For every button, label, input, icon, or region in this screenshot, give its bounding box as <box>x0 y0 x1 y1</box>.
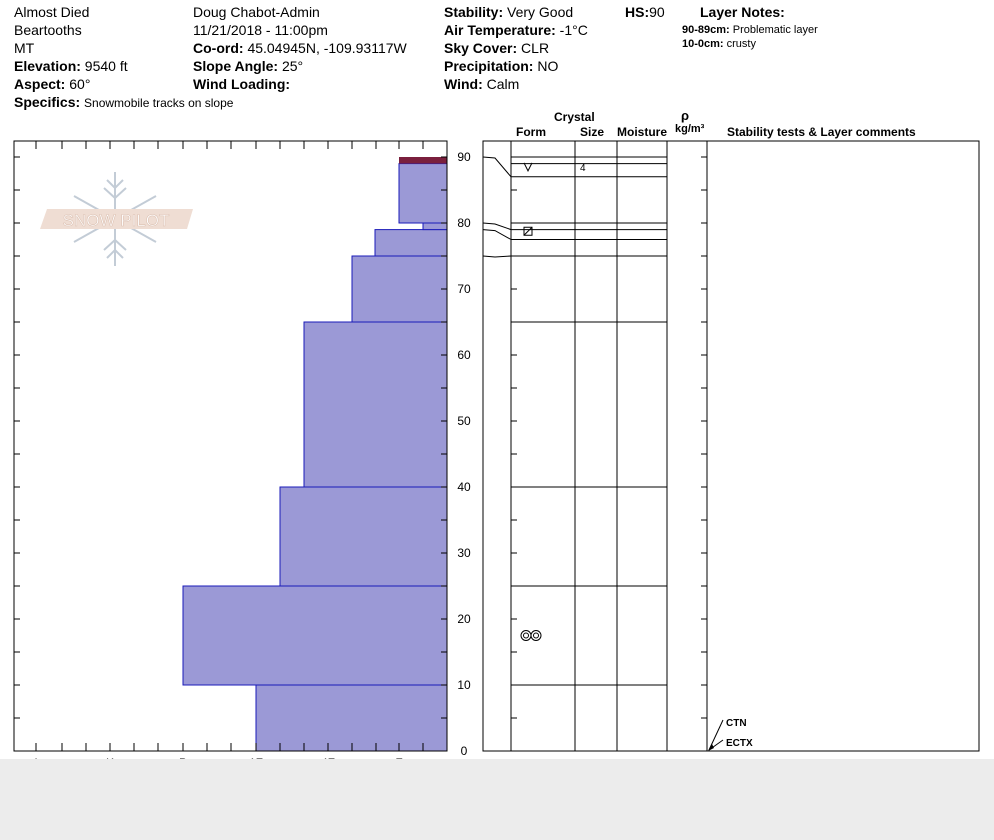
sky-value: CLR <box>521 40 550 56</box>
depth-connector <box>482 156 512 178</box>
depth-label: 10 <box>457 678 471 692</box>
depth-label: 90 <box>457 150 471 164</box>
hardness-bar <box>398 163 448 224</box>
aspect-label: Aspect: <box>14 76 66 92</box>
specifics: Specifics: Snowmobile tracks on slope <box>14 93 233 112</box>
hardness-bar <box>182 585 448 686</box>
precipitation: Precipitation: NO <box>444 57 558 75</box>
surface-hoar-icon <box>523 162 533 173</box>
hs-value: 90 <box>649 4 665 20</box>
moisture-header: Moisture <box>617 125 668 139</box>
melt-circle <box>533 632 539 639</box>
hardness-bar <box>422 222 448 231</box>
surface-hoar-glyph <box>523 162 533 173</box>
layer-note: 10-0cm: crusty <box>682 38 756 50</box>
facet-diagonal <box>523 226 533 236</box>
coord-value: 45.04945N, -109.93117W <box>247 40 407 56</box>
sky-cover: Sky Cover: CLR <box>444 39 549 57</box>
test-pointer <box>708 719 724 751</box>
slope-value: 25° <box>281 58 304 74</box>
faceted-crystal-icon <box>523 226 533 236</box>
stability-test-label: ECTX <box>726 738 753 749</box>
layer-notes-title: Layer Notes: <box>700 4 785 20</box>
hardness-bar <box>303 321 448 488</box>
crystal-size: 4 <box>580 163 586 174</box>
layer-note-text: Problematic layer <box>732 24 818 36</box>
hardness-bar <box>255 684 448 752</box>
precip-label: Precipitation: <box>444 58 534 74</box>
depth-label: 50 <box>457 414 471 428</box>
depth-label: 20 <box>457 612 471 626</box>
problematic-layer-marker <box>399 157 447 164</box>
melt-circle <box>523 632 529 639</box>
air-temp-label: Air Temperature: <box>444 22 556 38</box>
layer-note-text: crusty <box>726 38 756 50</box>
depth-label: 70 <box>457 282 471 296</box>
wind: Wind: Calm <box>444 75 519 93</box>
layer-note-range: 10-0cm: <box>682 38 724 50</box>
observer: Doug Chabot-Admin <box>193 4 320 20</box>
footer-bar <box>0 759 994 840</box>
form-header: Form <box>516 125 546 139</box>
test-arrowhead <box>708 744 714 751</box>
air-temp-value: -1°C <box>559 22 588 38</box>
depth-label: 40 <box>457 480 471 494</box>
logo-banner <box>40 209 193 229</box>
stability-tests-header: Stability tests & Layer comments <box>727 125 916 139</box>
elevation: Elevation: 9540 ft <box>14 57 128 75</box>
datetime: 11/21/2018 - 11:00pm <box>193 22 328 38</box>
snow-height: HS:90 <box>625 3 665 21</box>
hs-label: HS: <box>625 4 650 20</box>
depth-label: 0 <box>461 744 468 758</box>
melt-circle <box>520 630 532 641</box>
slope-angle: Slope Angle: 25° <box>193 57 303 75</box>
depth-label: 80 <box>457 216 471 230</box>
melt-circle <box>530 630 542 641</box>
density-unit: kg/m³ <box>675 123 705 135</box>
specifics-label: Specifics: <box>14 94 81 110</box>
layer-note: 90-89cm: Problematic layer <box>682 24 818 36</box>
facet-square <box>523 226 533 236</box>
density-symbol: ρ <box>681 108 690 123</box>
air-temperature: Air Temperature: -1°C <box>444 21 588 39</box>
aspect-value: 60° <box>69 76 91 92</box>
layer-table-frame <box>482 140 980 752</box>
logo-text: SNOW PILOT <box>63 211 170 230</box>
wind-loading-label: Wind Loading: <box>193 76 291 92</box>
mountain-range: Beartooths <box>14 22 82 38</box>
precip-value: NO <box>537 58 559 74</box>
site-name: Almost Died <box>14 4 90 20</box>
hardness-bar <box>279 486 448 587</box>
wind-value: Calm <box>486 76 520 92</box>
stability-label: Stability: <box>444 4 504 20</box>
layer-note-range: 90-89cm: <box>682 24 730 36</box>
depth-connector <box>482 255 512 258</box>
depth-connector <box>482 229 512 240</box>
state: MT <box>14 40 35 56</box>
stability-test-label: CTN <box>726 718 747 729</box>
elevation-value: 9540 ft <box>84 58 128 74</box>
wind-label: Wind: <box>444 76 483 92</box>
coord-label: Co-ord: <box>193 40 244 56</box>
wind-loading: Wind Loading: <box>193 75 290 93</box>
sky-label: Sky Cover: <box>444 40 518 56</box>
melt-form-icon <box>520 630 542 641</box>
size-header: Size <box>580 125 605 139</box>
coordinates: Co-ord: 45.04945N, -109.93117W <box>193 39 407 57</box>
depth-label: 30 <box>457 546 471 560</box>
elevation-label: Elevation: <box>14 58 81 74</box>
depth-connector <box>482 222 512 231</box>
aspect: Aspect: 60° <box>14 75 90 93</box>
specifics-value: Snowmobile tracks on slope <box>84 96 234 110</box>
slope-label: Slope Angle: <box>193 58 279 74</box>
snowpilot-logo: SNOW PILOT <box>40 172 193 266</box>
depth-label: 60 <box>457 348 471 362</box>
stability-value: Very Good <box>507 4 574 20</box>
hardness-bar <box>374 229 448 257</box>
crystal-header: Crystal <box>554 110 595 124</box>
stability: Stability: Very Good <box>444 3 573 21</box>
hardness-bar <box>351 255 448 323</box>
